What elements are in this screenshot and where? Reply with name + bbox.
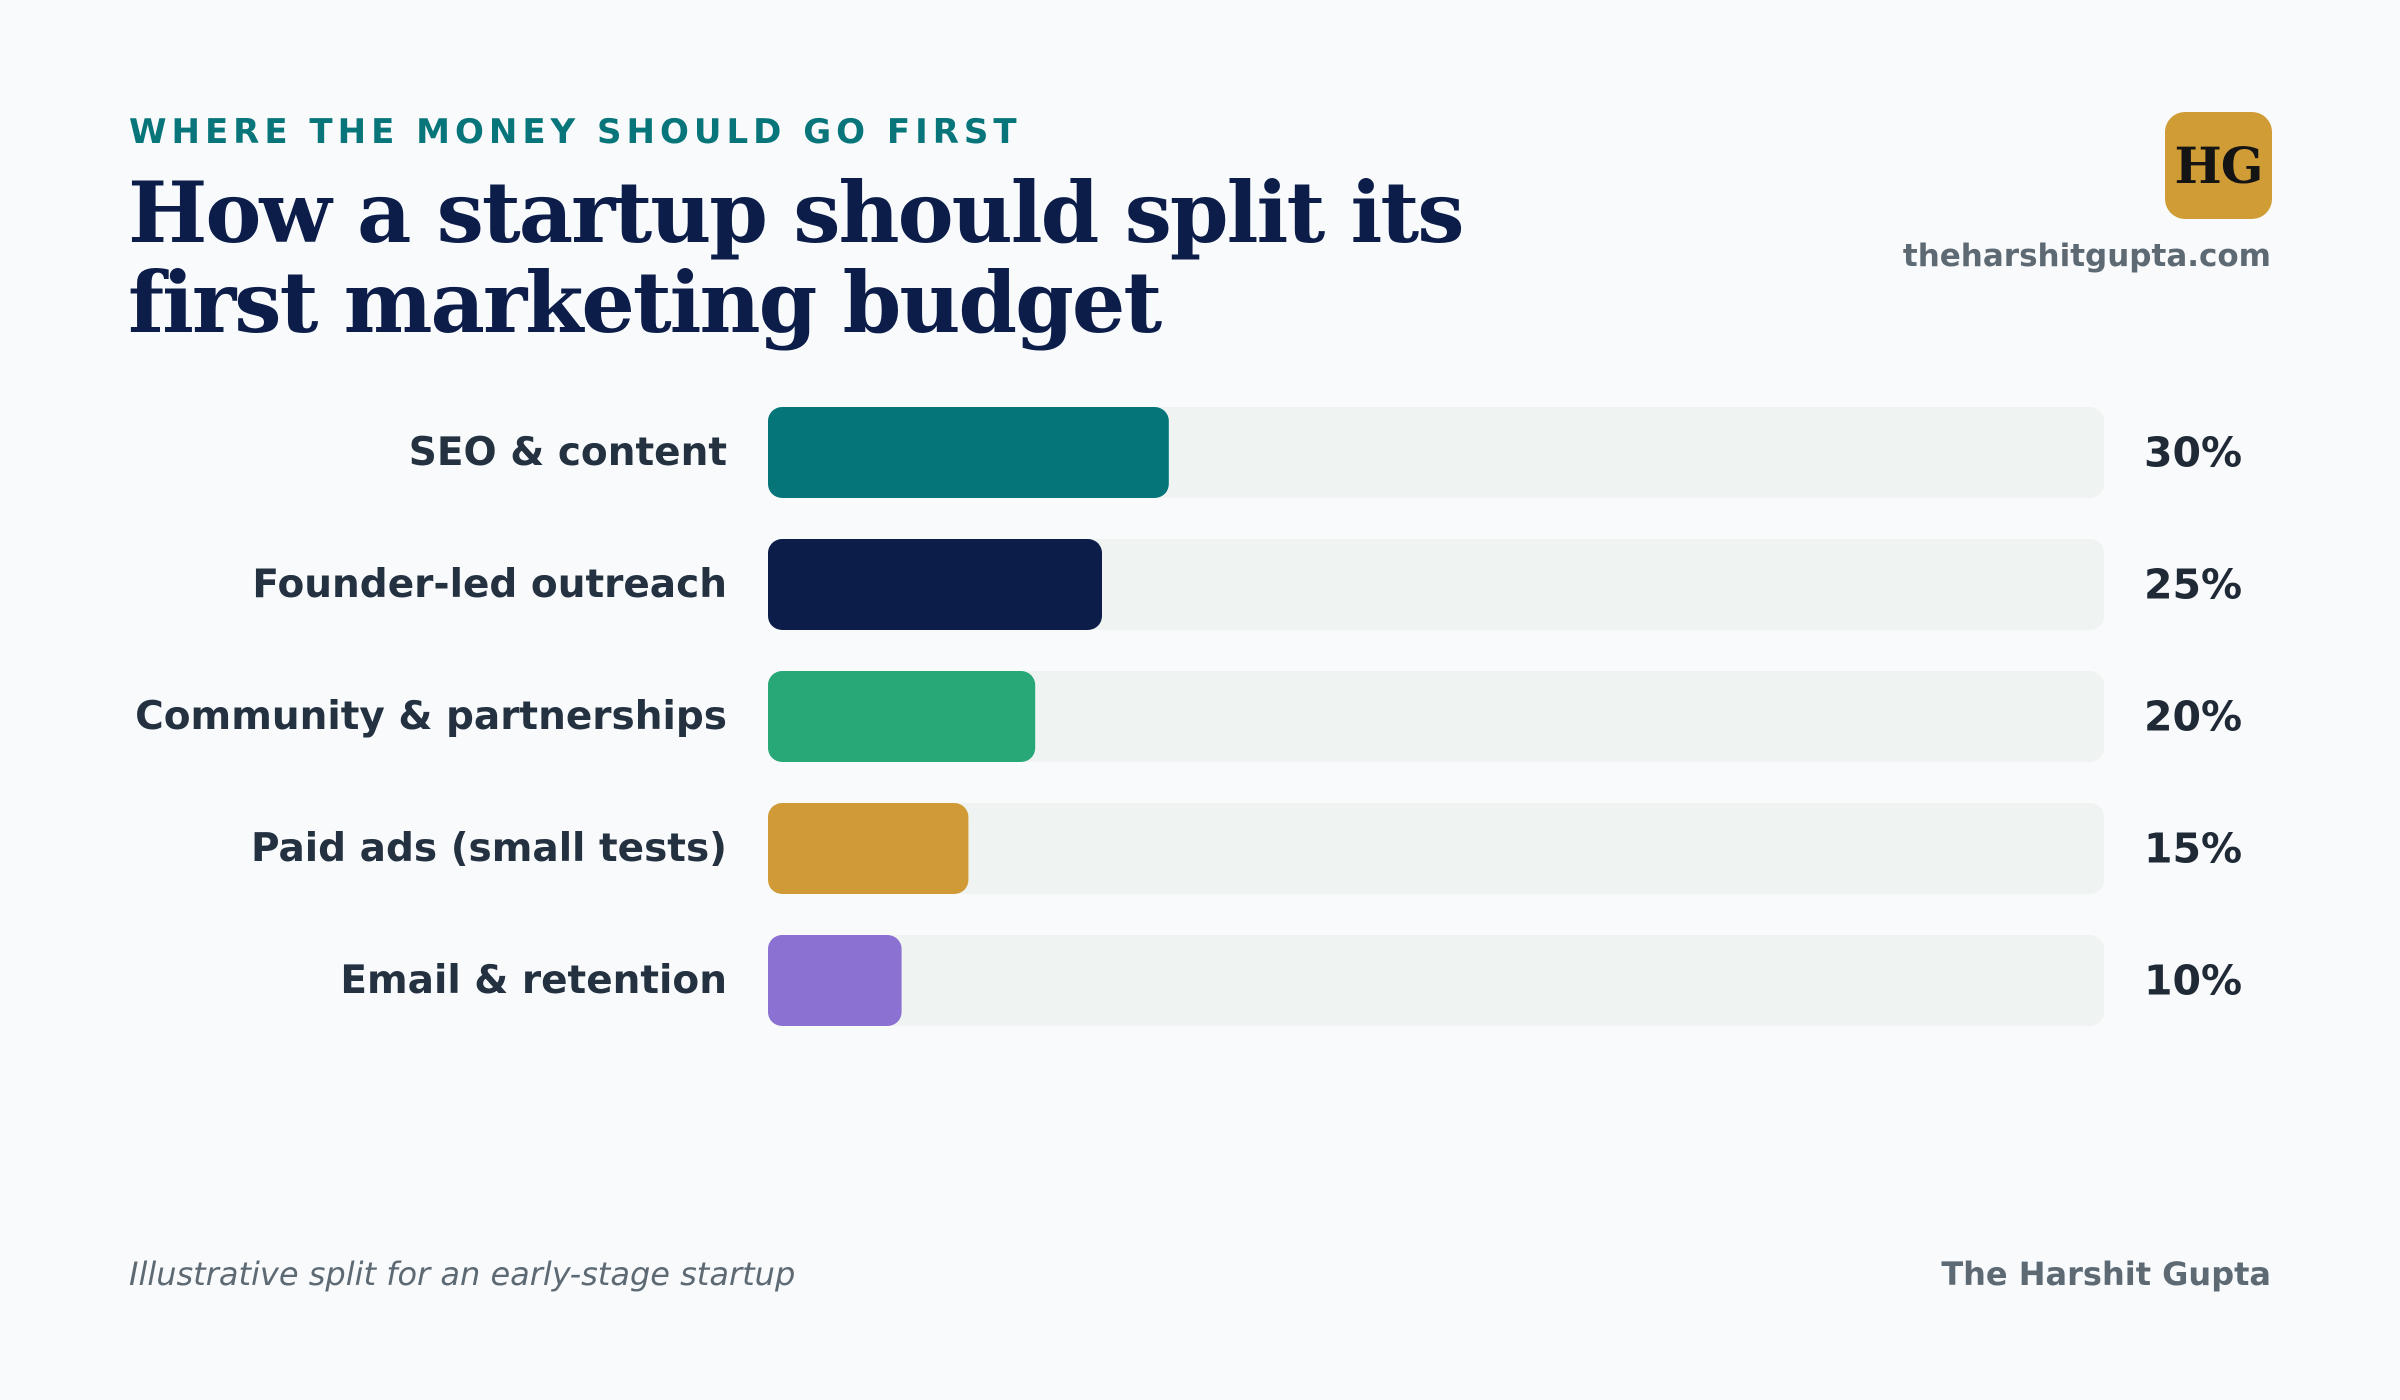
brand-site: theharshitgupta.com	[1902, 238, 2271, 274]
category-label: Email & retention	[340, 958, 727, 1003]
category-label: Paid ads (small tests)	[251, 826, 727, 871]
value-label: 30%	[2144, 429, 2242, 477]
bar-track	[768, 935, 2104, 1026]
bar	[768, 671, 1036, 762]
value-label: 10%	[2144, 957, 2242, 1005]
value-label: 15%	[2144, 825, 2242, 873]
brand-logo-text: HG	[2174, 136, 2264, 195]
bar	[768, 407, 1169, 498]
chart-title: How a startup should split its first mar…	[128, 163, 1465, 352]
brand-credit: The Harshit Gupta	[1941, 1255, 2271, 1293]
value-label: 20%	[2144, 693, 2242, 741]
chart-footnote: Illustrative split for an early-stage st…	[129, 1255, 796, 1293]
chart-eyebrow: WHERE THE MONEY SHOULD GO FIRST	[129, 112, 1022, 152]
bar	[768, 803, 969, 894]
bar-track	[768, 671, 2104, 762]
bar-track	[768, 803, 2104, 894]
bar	[768, 935, 902, 1026]
bar	[768, 539, 1102, 630]
value-label: 25%	[2144, 561, 2242, 609]
category-label: SEO & content	[409, 430, 727, 475]
brand-logo: HG	[2165, 112, 2272, 219]
category-label: Community & partnerships	[135, 694, 727, 739]
category-label: Founder-led outreach	[252, 562, 727, 607]
